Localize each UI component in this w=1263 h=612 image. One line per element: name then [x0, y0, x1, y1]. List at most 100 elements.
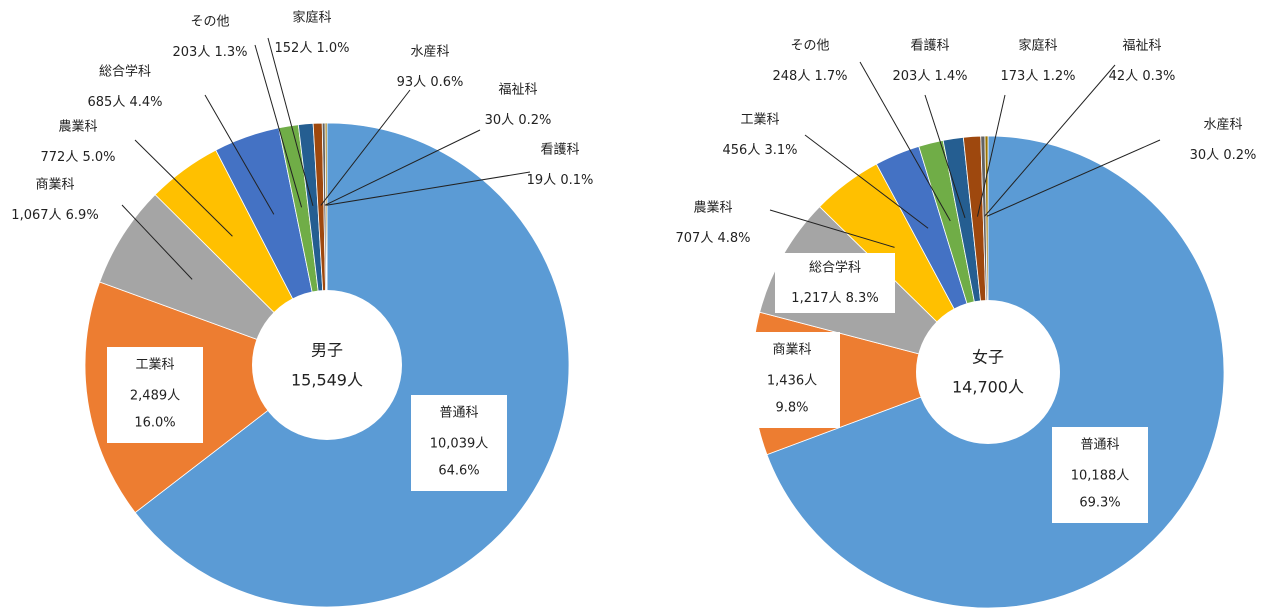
leader-line	[976, 94, 1006, 217]
slice-value: 10,188人	[1071, 469, 1130, 484]
slice-name: 看護科	[540, 142, 579, 158]
slice-value: 10,039人	[430, 437, 489, 452]
slice-value: 152人	[275, 41, 313, 56]
leader-line	[204, 94, 275, 215]
leader-line	[254, 44, 303, 208]
leader-line	[121, 204, 193, 280]
slice-name: 工業科	[135, 357, 174, 373]
slice-percent: 1.3%	[214, 45, 247, 60]
slice-value-percent: 93人 0.6%	[397, 75, 464, 90]
slice-name: 商業科	[772, 342, 811, 358]
slice-value: 42人	[1109, 69, 1139, 84]
slice-value-percent: 1,217人 8.3%	[791, 291, 878, 306]
slice-percent: 4.4%	[129, 95, 162, 110]
leader-line	[324, 129, 481, 206]
slice-value-percent: 1,067人 6.9%	[11, 208, 98, 223]
slice-value-percent: 173人 1.2%	[1001, 69, 1076, 84]
label-box	[775, 253, 895, 313]
slice-name: 水産科	[1203, 117, 1242, 133]
slice-name: 商業科	[35, 177, 74, 193]
slice-value: 1,217人	[791, 291, 841, 306]
slice-name: 農業科	[693, 200, 732, 216]
leader-line	[769, 209, 895, 248]
leader-line	[267, 37, 314, 207]
slice-value: 685人	[88, 95, 126, 110]
slice-name: 看護科	[910, 38, 949, 54]
center-title: 女子	[972, 348, 1004, 367]
slice-name: 福祉科	[1122, 39, 1161, 54]
slice-name: その他	[790, 39, 829, 54]
center-title: 男子	[311, 341, 343, 360]
slice-percent: 1.0%	[316, 41, 349, 56]
slice-name: 家庭科	[1018, 38, 1057, 54]
slice-percent: 0.2%	[1223, 148, 1256, 163]
slice-name: 工業科	[740, 112, 779, 128]
slice-value-percent: 19人 0.1%	[527, 173, 594, 188]
slice-percent: 6.9%	[66, 208, 99, 223]
slice-value: 248人	[773, 69, 811, 84]
slice-percent: 0.1%	[560, 173, 593, 188]
slice-percent: 16.0%	[134, 416, 175, 431]
slice-value-percent: 248人 1.7%	[773, 69, 848, 84]
slice-percent: 8.3%	[846, 291, 879, 306]
slice-name: 普通科	[439, 406, 478, 421]
slice-value: 203人	[173, 45, 211, 60]
slice-value: 772人	[41, 150, 79, 165]
slice-name: 水産科	[410, 44, 449, 60]
leader-line	[984, 64, 1116, 217]
slice-percent: 69.3%	[1079, 496, 1120, 511]
slice-value: 203人	[893, 69, 931, 84]
pie-slice	[84, 281, 328, 514]
slice-value: 456人	[723, 143, 761, 158]
slice-name: 家庭科	[292, 10, 331, 26]
slice-value-percent: 30人 0.2%	[1190, 148, 1257, 163]
label-box	[411, 395, 507, 491]
slice-percent: 3.1%	[764, 143, 797, 158]
slice-value-percent: 456人 3.1%	[723, 143, 798, 158]
slice-value: 2,489人	[130, 389, 180, 404]
slice-percent: 1.4%	[934, 69, 967, 84]
leader-line	[859, 61, 951, 222]
slice-value-percent: 707人 4.8%	[676, 231, 751, 246]
leader-line	[134, 139, 233, 237]
slice-value-percent: 203人 1.4%	[893, 69, 968, 84]
donut-hole	[252, 290, 402, 440]
slice-value-percent: 685人 4.4%	[88, 95, 163, 110]
slice-value: 19人	[527, 173, 557, 188]
slice-value-percent: 30人 0.2%	[485, 113, 552, 128]
slice-percent: 0.6%	[430, 75, 463, 90]
leader-line	[804, 134, 929, 229]
slice-value: 30人	[485, 113, 515, 128]
slice-name: 農業科	[58, 119, 97, 135]
slice-value: 30人	[1190, 148, 1220, 163]
slice-value: 1,067人	[11, 208, 61, 223]
center-label: 14,700人	[952, 378, 1024, 397]
slice-name: 福祉科	[498, 83, 537, 98]
slice-percent: 0.2%	[518, 113, 551, 128]
slice-value-percent: 203人 1.3%	[173, 45, 248, 60]
donut-hole	[916, 300, 1060, 444]
slice-value-percent: 772人 5.0%	[41, 150, 116, 165]
leader-line	[320, 89, 411, 206]
slice-percent: 1.2%	[1042, 69, 1075, 84]
slice-value: 93人	[397, 75, 427, 90]
center-label: 15,549人	[291, 371, 363, 390]
leader-line	[326, 171, 531, 206]
slice-value-percent: 42人 0.3%	[1109, 69, 1176, 84]
slice-name: その他	[190, 15, 229, 30]
label-box	[1052, 427, 1148, 523]
label-box	[107, 347, 203, 443]
slice-percent: 0.3%	[1142, 69, 1175, 84]
pie-slice	[324, 122, 328, 366]
label-box	[744, 332, 840, 428]
slice-name: 総合学科	[809, 260, 861, 276]
leader-line	[986, 139, 1161, 217]
slice-value: 707人	[676, 231, 714, 246]
slice-name: 総合学科	[99, 64, 151, 80]
leader-line	[924, 94, 966, 219]
slice-percent: 64.6%	[438, 464, 479, 479]
slice-value-percent: 152人 1.0%	[275, 41, 350, 56]
slice-value: 173人	[1001, 69, 1039, 84]
slice-percent: 9.8%	[775, 401, 808, 416]
